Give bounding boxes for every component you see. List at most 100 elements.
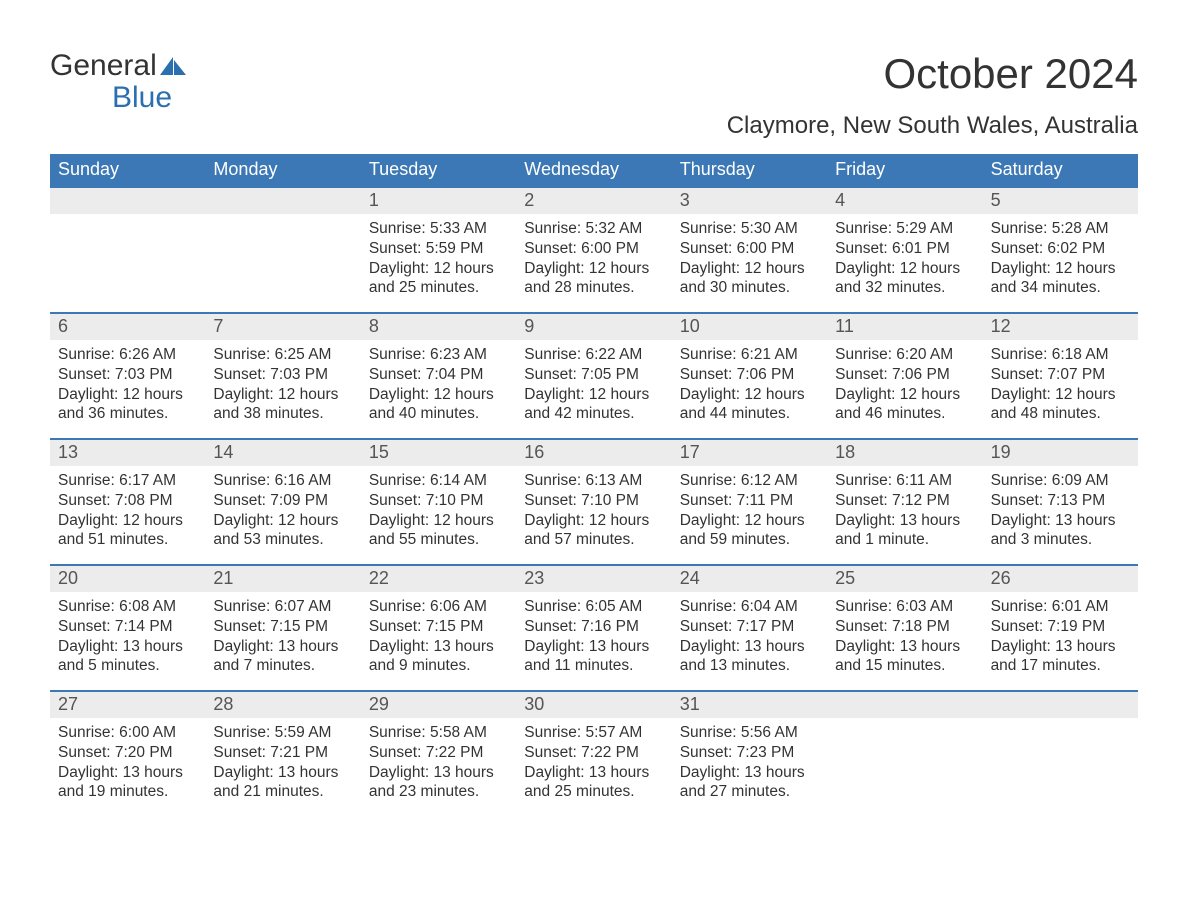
daylight-text: Daylight: 12 hours: [58, 385, 197, 405]
day-cell: [50, 188, 205, 312]
daylight-text: and 25 minutes.: [369, 278, 508, 298]
week-row: 1Sunrise: 5:33 AMSunset: 5:59 PMDaylight…: [50, 186, 1138, 312]
sunrise-text: Sunrise: 6:04 AM: [680, 597, 819, 617]
day-body: Sunrise: 6:26 AMSunset: 7:03 PMDaylight:…: [50, 340, 205, 424]
day-number: 1: [361, 188, 516, 214]
sunrise-text: Sunrise: 6:14 AM: [369, 471, 508, 491]
day-cell: 16Sunrise: 6:13 AMSunset: 7:10 PMDayligh…: [516, 440, 671, 564]
sunset-text: Sunset: 7:03 PM: [213, 365, 352, 385]
daylight-text: and 23 minutes.: [369, 782, 508, 802]
day-cell: 10Sunrise: 6:21 AMSunset: 7:06 PMDayligh…: [672, 314, 827, 438]
calendar: SundayMondayTuesdayWednesdayThursdayFrid…: [50, 154, 1138, 816]
sunrise-text: Sunrise: 6:01 AM: [991, 597, 1130, 617]
day-cell: 6Sunrise: 6:26 AMSunset: 7:03 PMDaylight…: [50, 314, 205, 438]
day-cell: 2Sunrise: 5:32 AMSunset: 6:00 PMDaylight…: [516, 188, 671, 312]
sunset-text: Sunset: 7:22 PM: [524, 743, 663, 763]
daylight-text: Daylight: 12 hours: [680, 511, 819, 531]
weeks-container: 1Sunrise: 5:33 AMSunset: 5:59 PMDaylight…: [50, 186, 1138, 816]
sunset-text: Sunset: 7:03 PM: [58, 365, 197, 385]
daylight-text: Daylight: 13 hours: [524, 763, 663, 783]
sunset-text: Sunset: 6:00 PM: [680, 239, 819, 259]
week-row: 6Sunrise: 6:26 AMSunset: 7:03 PMDaylight…: [50, 312, 1138, 438]
daylight-text: Daylight: 12 hours: [213, 385, 352, 405]
sunset-text: Sunset: 7:06 PM: [835, 365, 974, 385]
daylight-text: and 40 minutes.: [369, 404, 508, 424]
empty-day: [50, 188, 205, 214]
daylight-text: and 17 minutes.: [991, 656, 1130, 676]
day-body: Sunrise: 6:08 AMSunset: 7:14 PMDaylight:…: [50, 592, 205, 676]
day-cell: 5Sunrise: 5:28 AMSunset: 6:02 PMDaylight…: [983, 188, 1138, 312]
sunrise-text: Sunrise: 6:05 AM: [524, 597, 663, 617]
daylight-text: and 27 minutes.: [680, 782, 819, 802]
sunset-text: Sunset: 7:15 PM: [369, 617, 508, 637]
day-body: Sunrise: 6:14 AMSunset: 7:10 PMDaylight:…: [361, 466, 516, 550]
location-text: Claymore, New South Wales, Australia: [727, 112, 1138, 140]
day-cell: 27Sunrise: 6:00 AMSunset: 7:20 PMDayligh…: [50, 692, 205, 816]
dow-cell: Monday: [205, 154, 360, 186]
sunrise-text: Sunrise: 6:16 AM: [213, 471, 352, 491]
daylight-text: and 28 minutes.: [524, 278, 663, 298]
daylight-text: Daylight: 12 hours: [524, 385, 663, 405]
day-number: 22: [361, 566, 516, 592]
sunrise-text: Sunrise: 6:00 AM: [58, 723, 197, 743]
daylight-text: Daylight: 12 hours: [524, 259, 663, 279]
daylight-text: and 55 minutes.: [369, 530, 508, 550]
daylight-text: and 46 minutes.: [835, 404, 974, 424]
daylight-text: and 53 minutes.: [213, 530, 352, 550]
sunrise-text: Sunrise: 5:33 AM: [369, 219, 508, 239]
empty-day: [983, 692, 1138, 718]
day-number: 26: [983, 566, 1138, 592]
day-body: Sunrise: 6:01 AMSunset: 7:19 PMDaylight:…: [983, 592, 1138, 676]
sunrise-text: Sunrise: 6:20 AM: [835, 345, 974, 365]
daylight-text: Daylight: 13 hours: [835, 511, 974, 531]
day-cell: [205, 188, 360, 312]
day-number: 13: [50, 440, 205, 466]
sunset-text: Sunset: 7:17 PM: [680, 617, 819, 637]
sunrise-text: Sunrise: 5:59 AM: [213, 723, 352, 743]
daylight-text: Daylight: 12 hours: [213, 511, 352, 531]
dow-cell: Sunday: [50, 154, 205, 186]
daylight-text: and 57 minutes.: [524, 530, 663, 550]
day-cell: 11Sunrise: 6:20 AMSunset: 7:06 PMDayligh…: [827, 314, 982, 438]
daylight-text: Daylight: 12 hours: [680, 385, 819, 405]
daylight-text: Daylight: 12 hours: [58, 511, 197, 531]
day-body: Sunrise: 5:29 AMSunset: 6:01 PMDaylight:…: [827, 214, 982, 298]
daylight-text: and 30 minutes.: [680, 278, 819, 298]
day-body: Sunrise: 6:05 AMSunset: 7:16 PMDaylight:…: [516, 592, 671, 676]
daylight-text: and 34 minutes.: [991, 278, 1130, 298]
daylight-text: and 21 minutes.: [213, 782, 352, 802]
sunrise-text: Sunrise: 6:11 AM: [835, 471, 974, 491]
day-body: Sunrise: 6:22 AMSunset: 7:05 PMDaylight:…: [516, 340, 671, 424]
sunrise-text: Sunrise: 6:06 AM: [369, 597, 508, 617]
sunset-text: Sunset: 7:13 PM: [991, 491, 1130, 511]
day-number: 24: [672, 566, 827, 592]
logo-sail-icon: [160, 57, 186, 75]
daylight-text: Daylight: 13 hours: [991, 511, 1130, 531]
day-cell: 15Sunrise: 6:14 AMSunset: 7:10 PMDayligh…: [361, 440, 516, 564]
sunrise-text: Sunrise: 5:56 AM: [680, 723, 819, 743]
sunrise-text: Sunrise: 6:09 AM: [991, 471, 1130, 491]
sunrise-text: Sunrise: 5:58 AM: [369, 723, 508, 743]
day-body: Sunrise: 6:00 AMSunset: 7:20 PMDaylight:…: [50, 718, 205, 802]
sunrise-text: Sunrise: 6:03 AM: [835, 597, 974, 617]
daylight-text: and 32 minutes.: [835, 278, 974, 298]
daylight-text: Daylight: 12 hours: [680, 259, 819, 279]
week-row: 20Sunrise: 6:08 AMSunset: 7:14 PMDayligh…: [50, 564, 1138, 690]
day-cell: 7Sunrise: 6:25 AMSunset: 7:03 PMDaylight…: [205, 314, 360, 438]
daylight-text: Daylight: 13 hours: [524, 637, 663, 657]
daylight-text: Daylight: 13 hours: [680, 637, 819, 657]
sunset-text: Sunset: 7:21 PM: [213, 743, 352, 763]
day-number: 11: [827, 314, 982, 340]
sunset-text: Sunset: 7:04 PM: [369, 365, 508, 385]
daylight-text: and 9 minutes.: [369, 656, 508, 676]
sunset-text: Sunset: 7:16 PM: [524, 617, 663, 637]
sunrise-text: Sunrise: 6:18 AM: [991, 345, 1130, 365]
sunset-text: Sunset: 7:20 PM: [58, 743, 197, 763]
sunset-text: Sunset: 6:00 PM: [524, 239, 663, 259]
sunrise-text: Sunrise: 6:08 AM: [58, 597, 197, 617]
daylight-text: Daylight: 13 hours: [58, 637, 197, 657]
day-cell: 31Sunrise: 5:56 AMSunset: 7:23 PMDayligh…: [672, 692, 827, 816]
daylight-text: Daylight: 12 hours: [369, 511, 508, 531]
day-number: 31: [672, 692, 827, 718]
day-number: 25: [827, 566, 982, 592]
